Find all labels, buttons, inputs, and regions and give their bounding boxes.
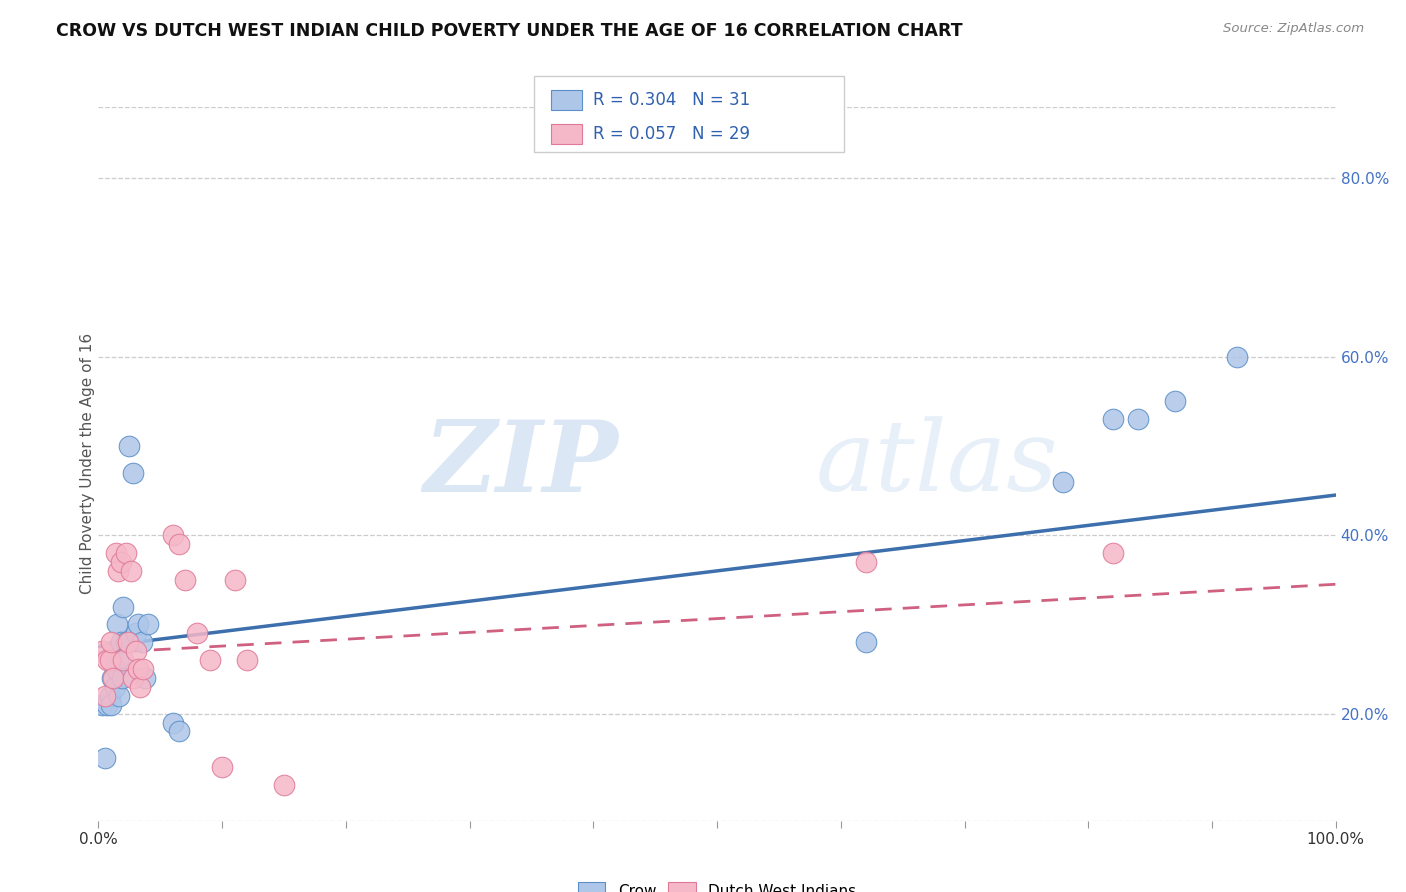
Point <box>132 662 155 676</box>
Point <box>174 573 197 587</box>
Point <box>103 644 125 658</box>
Point <box>122 671 145 685</box>
Point <box>101 671 124 685</box>
Point <box>186 626 208 640</box>
Point <box>107 564 129 578</box>
Point <box>162 715 184 730</box>
Point <box>136 617 159 632</box>
Point <box>91 644 114 658</box>
Point <box>104 546 127 560</box>
Point <box>93 689 115 703</box>
Point <box>855 635 877 649</box>
Text: CROW VS DUTCH WEST INDIAN CHILD POVERTY UNDER THE AGE OF 16 CORRELATION CHART: CROW VS DUTCH WEST INDIAN CHILD POVERTY … <box>56 22 963 40</box>
Point <box>117 635 139 649</box>
Point <box>855 555 877 569</box>
Point <box>122 466 145 480</box>
Point <box>127 617 149 632</box>
Point <box>93 751 115 765</box>
Point <box>110 635 132 649</box>
Text: R = 0.057   N = 29: R = 0.057 N = 29 <box>593 125 751 143</box>
Point <box>91 698 114 712</box>
Point <box>167 537 190 551</box>
Point <box>131 635 153 649</box>
Text: ZIP: ZIP <box>423 416 619 512</box>
Point <box>98 689 121 703</box>
Point <box>104 662 127 676</box>
Point <box>103 680 125 694</box>
Point <box>1102 546 1125 560</box>
Point <box>124 644 146 658</box>
Point <box>129 680 152 694</box>
Point <box>118 439 141 453</box>
Point <box>100 698 122 712</box>
Point <box>105 617 128 632</box>
Point <box>100 635 122 649</box>
Point <box>198 653 221 667</box>
Point <box>1126 412 1149 426</box>
Text: Source: ZipAtlas.com: Source: ZipAtlas.com <box>1223 22 1364 36</box>
Point <box>124 626 146 640</box>
Point <box>162 528 184 542</box>
Point <box>114 635 136 649</box>
Legend: Crow, Dutch West Indians: Crow, Dutch West Indians <box>572 876 862 892</box>
Point <box>120 564 142 578</box>
Point <box>236 653 259 667</box>
Point <box>96 653 118 667</box>
Point <box>108 689 131 703</box>
Point <box>111 671 134 685</box>
Point <box>273 778 295 792</box>
Point <box>96 698 118 712</box>
Y-axis label: Child Poverty Under the Age of 16: Child Poverty Under the Age of 16 <box>80 334 94 594</box>
Point <box>211 760 233 774</box>
Point <box>1226 350 1249 364</box>
Point <box>112 653 135 667</box>
Point <box>98 653 121 667</box>
Point <box>110 555 132 569</box>
Point <box>107 653 129 667</box>
Point <box>112 599 135 614</box>
Point <box>134 671 156 685</box>
Point <box>114 546 136 560</box>
Point <box>103 671 125 685</box>
Point <box>167 724 190 739</box>
Point <box>1102 412 1125 426</box>
Point <box>127 662 149 676</box>
Text: atlas: atlas <box>815 417 1059 511</box>
Point <box>1052 475 1074 489</box>
Point <box>1164 394 1187 409</box>
Point <box>224 573 246 587</box>
Text: R = 0.304   N = 31: R = 0.304 N = 31 <box>593 91 751 109</box>
